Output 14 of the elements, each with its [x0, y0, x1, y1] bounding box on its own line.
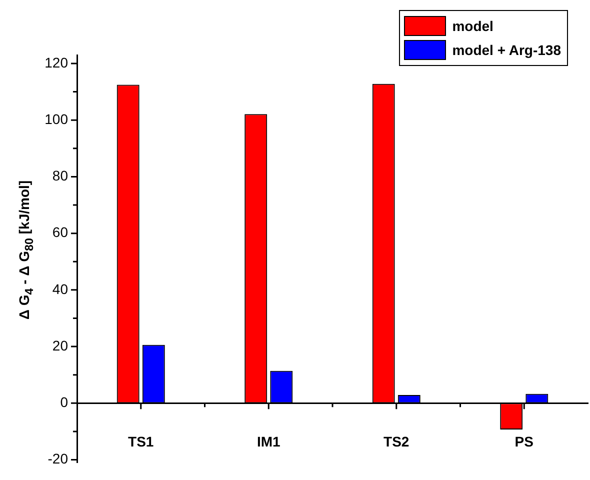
legend-label: model + Arg-138 [452, 42, 561, 58]
y-tick-label: 80 [52, 168, 68, 184]
x-tick-label: TS2 [384, 433, 410, 450]
y-tick-label: 100 [44, 110, 68, 127]
y-tick-label: 120 [44, 54, 68, 70]
x-tick-label: TS1 [128, 433, 154, 450]
x-tick-label: IM1 [256, 433, 281, 450]
y-tick-label: -20 [48, 450, 68, 467]
y-tick-label: 20 [52, 337, 68, 354]
x-tick-label: PS [514, 433, 534, 450]
y-tick-label: 0 [60, 394, 68, 410]
legend-label: model [452, 18, 494, 34]
y-tick-label: 60 [52, 224, 68, 240]
y-tick-label: 40 [52, 280, 68, 297]
